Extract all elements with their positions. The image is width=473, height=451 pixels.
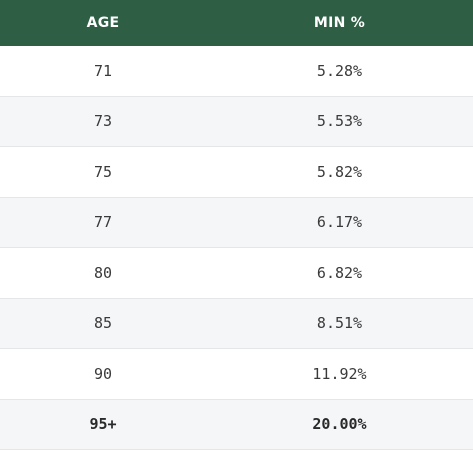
min-percent-cell: 5.28%	[206, 46, 473, 97]
age-cell: 75	[0, 146, 206, 198]
table-row: 77 6.17%	[0, 197, 473, 248]
min-percent-cell: 6.17%	[206, 197, 473, 248]
age-cell: 90	[0, 348, 206, 400]
header-row: AGE MIN %	[0, 0, 473, 46]
table-row: 85 8.51%	[0, 298, 473, 349]
age-cell: 77	[0, 197, 206, 248]
min-percent-cell: 20.00%	[206, 399, 473, 450]
min-percent-cell: 6.82%	[206, 247, 473, 299]
min-percent-cell: 11.92%	[206, 348, 473, 400]
min-percent-cell: 5.82%	[206, 146, 473, 198]
column-header-age: AGE	[0, 0, 206, 46]
table-row: 90 11.92%	[0, 348, 473, 400]
table-row: 71 5.28%	[0, 46, 473, 97]
table-row-final: 95+ 20.00%	[0, 399, 473, 450]
age-cell: 80	[0, 247, 206, 299]
table-row: 73 5.53%	[0, 96, 473, 147]
column-header-min-percent: MIN %	[206, 0, 473, 46]
min-percent-cell: 5.53%	[206, 96, 473, 147]
table-row: 75 5.82%	[0, 146, 473, 198]
age-cell: 85	[0, 298, 206, 349]
table-body: 71 5.28% 73 5.53% 75 5.82% 77 6.17% 80 6…	[0, 46, 473, 450]
min-percent-cell: 8.51%	[206, 298, 473, 349]
table-row: 80 6.82%	[0, 247, 473, 299]
age-cell: 95+	[0, 399, 206, 450]
age-cell: 73	[0, 96, 206, 147]
table-header: AGE MIN %	[0, 0, 473, 46]
age-cell: 71	[0, 46, 206, 97]
